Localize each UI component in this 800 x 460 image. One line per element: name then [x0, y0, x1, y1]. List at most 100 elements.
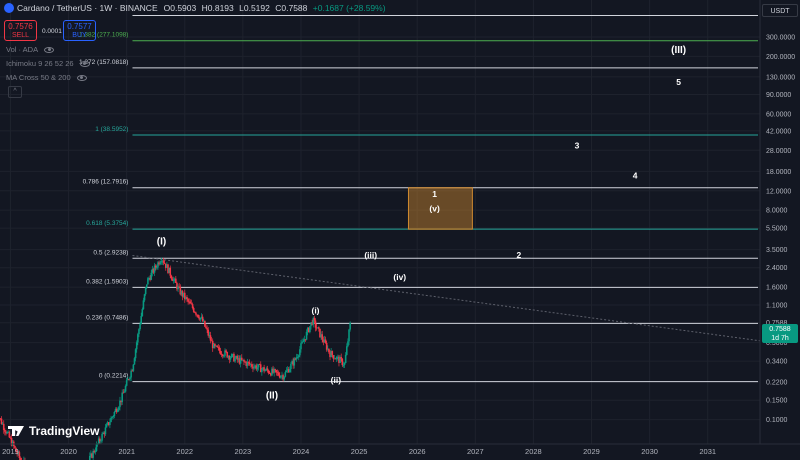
candle — [295, 353, 298, 362]
candle-body — [148, 278, 150, 279]
candles — [0, 257, 351, 460]
candle-body — [324, 339, 327, 343]
candle — [196, 314, 198, 318]
candle — [232, 353, 234, 358]
candle-body — [188, 301, 191, 303]
candle-body — [226, 352, 229, 358]
candle-body — [119, 400, 121, 408]
time-tick-label: 2026 — [409, 447, 426, 456]
candle-body — [302, 341, 305, 343]
candle-body — [273, 369, 275, 373]
candle-body — [120, 400, 122, 403]
target-box — [407, 187, 473, 230]
candle — [116, 407, 119, 413]
price-tick-label: 60.0000 — [766, 111, 791, 118]
candle — [237, 355, 240, 363]
candle-body — [299, 349, 301, 356]
candle — [197, 314, 199, 319]
candle-body — [227, 355, 230, 358]
candle-body — [145, 284, 148, 288]
candle-body — [245, 362, 248, 366]
candle — [235, 355, 237, 359]
candle — [195, 311, 197, 317]
candle — [347, 338, 349, 348]
candle — [176, 281, 178, 292]
candle-body — [221, 354, 224, 357]
time-tick-label: 2023 — [235, 447, 252, 456]
candle — [187, 297, 189, 305]
candle — [126, 376, 129, 381]
symbol-title[interactable]: Cardano / TetherUS · 1W · BINANCE — [17, 3, 158, 13]
time-tick-label: 2027 — [467, 447, 484, 456]
eye-icon[interactable] — [76, 74, 87, 81]
candle-body — [338, 356, 340, 363]
candle-body — [242, 359, 244, 361]
candle — [220, 351, 223, 358]
buy-label: BUY — [72, 32, 87, 39]
candle — [1, 422, 4, 425]
candle-body — [142, 300, 145, 310]
candle — [142, 297, 145, 310]
candle-body — [239, 357, 242, 364]
candle-body — [189, 301, 192, 304]
candle-body — [247, 361, 250, 363]
candle-body — [106, 422, 109, 425]
candle-body — [167, 264, 169, 274]
indicator-ichimoku[interactable]: Ichimoku 9 26 52 26 — [6, 59, 90, 68]
candle — [158, 260, 160, 266]
candle — [109, 418, 111, 429]
candle — [188, 298, 191, 305]
candle — [264, 369, 267, 372]
eye-icon[interactable] — [44, 46, 55, 53]
price-axis[interactable]: 300.0000 200.0000 130.0000 90.0000 60.0000 42… — [766, 34, 795, 424]
wave-label: (i) — [311, 306, 319, 316]
candle-body — [211, 340, 214, 349]
candle-body — [196, 314, 198, 316]
cardano-logo-icon — [4, 3, 14, 13]
indicator-label: Ichimoku 9 26 52 26 — [6, 59, 74, 68]
collapse-indicators-button[interactable]: ^ — [8, 86, 22, 98]
candle — [330, 347, 332, 358]
indicator-ma-cross[interactable]: MA Cross 50 & 200 — [6, 73, 87, 82]
candle — [189, 299, 192, 304]
candle — [274, 368, 277, 373]
candle-body — [259, 364, 262, 373]
time-tick-label: 2020 — [60, 447, 77, 456]
low-value: L0.5192 — [239, 3, 270, 13]
candle — [315, 323, 318, 331]
candle — [335, 355, 338, 363]
sell-button[interactable]: 0.7576 SELL — [4, 20, 37, 41]
indicator-volume[interactable]: Vol · ADA — [6, 45, 55, 54]
currency-selector[interactable]: USDT — [762, 4, 798, 17]
candle — [148, 276, 150, 281]
candle-body — [318, 327, 320, 329]
candle-body — [277, 372, 280, 376]
candle-body — [153, 265, 156, 273]
candle-body — [190, 303, 193, 305]
candle — [110, 415, 112, 423]
eye-icon[interactable] — [79, 60, 90, 67]
time-axis[interactable]: 2019 2020 2021 2022 2023 2024 2025 2026 2027 2028… — [2, 447, 716, 456]
candle — [160, 257, 163, 265]
candle-body — [332, 355, 335, 359]
candle — [225, 349, 227, 354]
buy-button[interactable]: 0.7577 BUY — [63, 20, 96, 41]
candle — [154, 264, 157, 271]
candle — [326, 345, 329, 352]
candle-body — [301, 341, 303, 344]
candle — [133, 356, 136, 365]
wave-label: (iii) — [364, 250, 377, 260]
candle-body — [162, 260, 165, 263]
candle-body — [246, 361, 249, 366]
candle — [240, 354, 243, 361]
candle — [132, 363, 135, 373]
candle — [263, 364, 265, 374]
candle-body — [236, 356, 239, 360]
candle-body — [4, 430, 6, 432]
candle-body — [320, 334, 322, 338]
candle-body — [291, 361, 293, 364]
candle — [143, 293, 146, 303]
candle — [245, 361, 248, 369]
close-value: C0.7588 — [275, 3, 308, 13]
